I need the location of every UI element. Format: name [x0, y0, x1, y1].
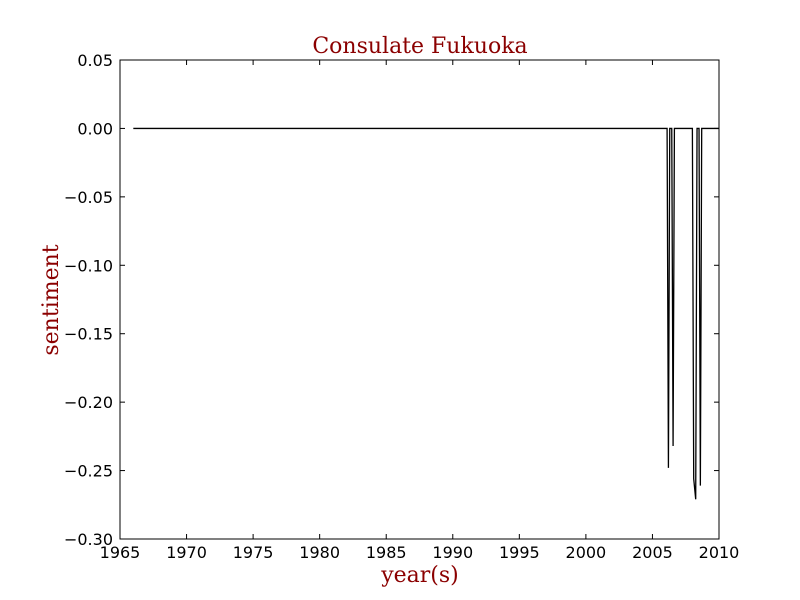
- y-tick-label: −0.25: [64, 462, 113, 481]
- x-tick-label: 1975: [233, 543, 274, 562]
- x-tick-label: 2010: [699, 543, 740, 562]
- x-axis-label: year(s): [380, 563, 459, 588]
- y-tick-label: −0.30: [64, 530, 113, 549]
- x-tick-label: 2005: [632, 543, 673, 562]
- x-tick-label: 1995: [499, 543, 540, 562]
- y-tick-label: 0.05: [77, 51, 113, 70]
- y-tick-label: −0.20: [64, 393, 113, 412]
- x-tick-label: 1965: [100, 543, 141, 562]
- y-axis-label: sentiment: [39, 244, 64, 355]
- y-tick-label: −0.10: [64, 256, 113, 275]
- y-tick-label: −0.05: [64, 188, 113, 207]
- x-tick-label: 1970: [166, 543, 207, 562]
- axis-ticks: 1965 1970 1975 1980 1985 1990 1995 2000 2005 2010…: [64, 51, 739, 562]
- y-tick-label: −0.15: [64, 325, 113, 344]
- x-tick-label: 1985: [366, 543, 407, 562]
- x-tick-label: 1980: [299, 543, 340, 562]
- y-tick-label: 0.00: [77, 119, 113, 138]
- plot-frame: [119, 59, 720, 540]
- x-tick-label: 1990: [432, 543, 473, 562]
- chart-title: Consulate Fukuoka: [312, 34, 527, 59]
- series-line-0: [133, 127, 719, 500]
- plot-area: [133, 127, 719, 500]
- x-tick-label: 2000: [566, 543, 607, 562]
